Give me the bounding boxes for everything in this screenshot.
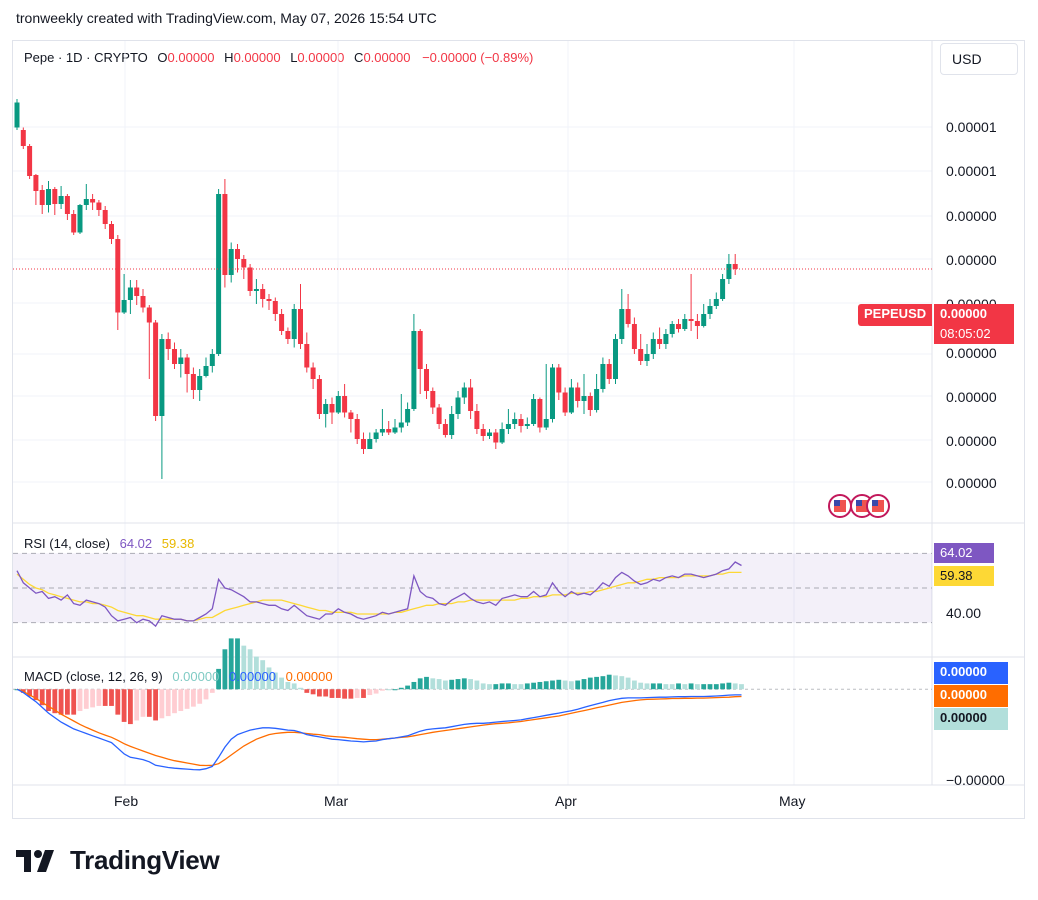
- brand-name: TradingView: [70, 845, 220, 875]
- signal-legend-value: 0.00000: [285, 669, 333, 684]
- price-axis-label: 0.00000: [946, 389, 997, 405]
- macd-legend: MACD (close, 12, 26, 9) 0.00000 0.00000 …: [24, 669, 333, 684]
- low-key: L: [290, 50, 298, 65]
- macd-value-tag: 0.00000: [934, 662, 1008, 684]
- price-axis-label: 0.00001: [946, 163, 997, 179]
- price-axis-label: 0.00000: [946, 345, 997, 361]
- rsi-ma-value-tag: 59.38: [934, 566, 994, 586]
- time-axis-label: Feb: [114, 793, 139, 809]
- bar-countdown-tag: 08:05:02: [934, 324, 1014, 344]
- macd-axis-label: −0.00000: [946, 772, 1005, 788]
- price-axis-label: 0.00000: [946, 433, 997, 449]
- current-price-tag: 0.00000: [934, 304, 1014, 324]
- tradingview-logo-icon: [16, 849, 54, 872]
- close-value: 0.00000: [363, 50, 411, 65]
- rsi-legend: RSI (14, close) 64.02 59.38: [24, 536, 194, 551]
- time-axis-label: Apr: [555, 793, 577, 809]
- symbol-label[interactable]: Pepe · 1D · CRYPTO: [24, 50, 148, 65]
- high-value: 0.00000: [233, 50, 281, 65]
- high-key: H: [224, 50, 234, 65]
- chart-frame: [12, 40, 1025, 819]
- price-axis-label: 0.00001: [946, 119, 997, 135]
- price-axis-label: 0.00000: [946, 475, 997, 491]
- price-axis-label: 0.00000: [946, 252, 997, 268]
- rsi-label[interactable]: RSI (14, close): [24, 536, 110, 551]
- symbol-price-tag: PEPEUSD: [858, 304, 933, 326]
- rsi-ma-legend-value: 59.38: [161, 536, 195, 551]
- price-axis-label: 0.00000: [946, 208, 997, 224]
- currency-button[interactable]: USD: [940, 43, 1018, 75]
- change-value: −0.00000 (−0.89%): [422, 50, 534, 65]
- attribution-header: tronweekly created with TradingView.com,…: [16, 10, 437, 26]
- rsi-legend-value: 64.02: [119, 536, 153, 551]
- open-value: 0.00000: [167, 50, 215, 65]
- rsi-value-tag: 64.02: [934, 543, 994, 563]
- open-key: O: [157, 50, 168, 65]
- rsi-axis-label: 40.00: [946, 605, 982, 621]
- macd-legend-value: 0.00000: [228, 669, 276, 684]
- time-axis-label: Mar: [324, 793, 349, 809]
- close-key: C: [354, 50, 364, 65]
- tradingview-logo: TradingView: [16, 845, 220, 876]
- signal-value-tag: 0.00000: [934, 685, 1008, 707]
- histogram-value-tag: 0.00000: [934, 708, 1008, 730]
- symbol-legend: Pepe · 1D · CRYPTO O0.00000 H0.00000 L0.…: [24, 50, 533, 65]
- low-value: 0.00000: [297, 50, 345, 65]
- time-axis-label: May: [779, 793, 806, 809]
- macd-label[interactable]: MACD (close, 12, 26, 9): [24, 669, 163, 684]
- macd-hist-legend-value: 0.00000: [172, 669, 220, 684]
